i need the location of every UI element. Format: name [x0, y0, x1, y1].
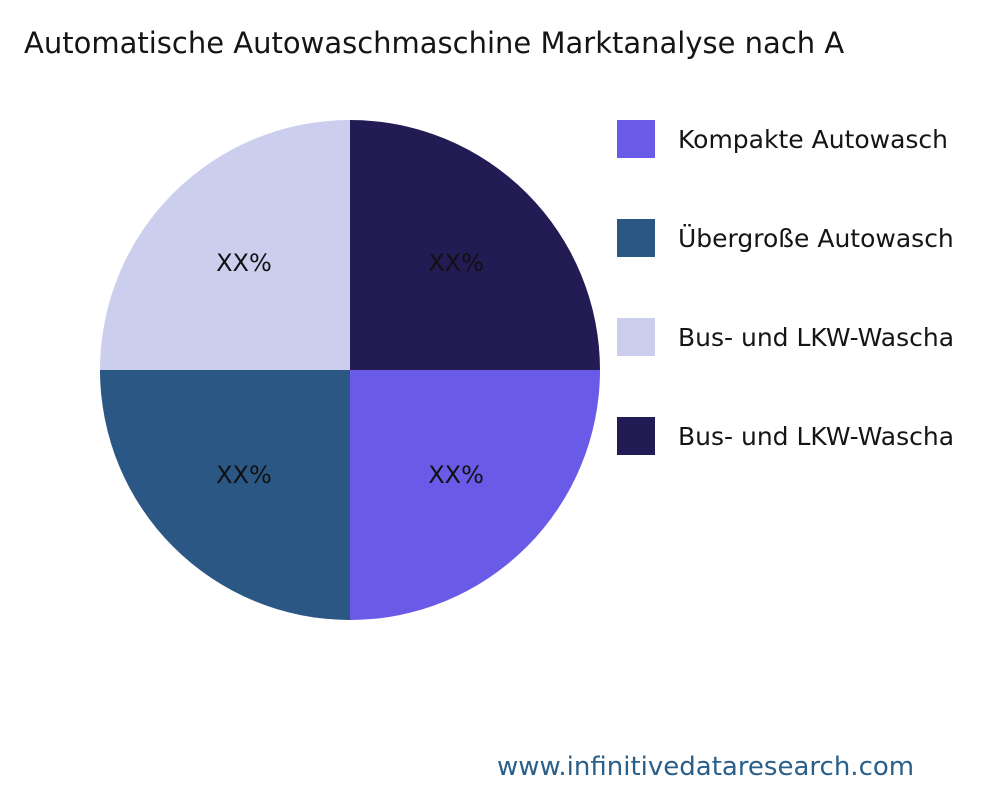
pie-chart: XX% XX% XX% XX% — [100, 120, 600, 620]
pie-slice — [100, 120, 350, 370]
watermark-url-link[interactable]: www.infinitivedataresearch.com — [497, 752, 915, 782]
legend-swatch-icon — [617, 417, 655, 455]
legend-swatch-icon — [617, 120, 655, 158]
legend-swatch-icon — [617, 219, 655, 257]
pie-slice — [100, 370, 350, 620]
legend-label: Bus- und LKW-Wascha — [678, 421, 955, 451]
legend-label: Bus- und LKW-Wascha — [678, 322, 955, 352]
slice-percent-label: XX% — [216, 249, 272, 277]
legend-item: Übergroße Autowasch — [617, 219, 954, 257]
legend-item: Bus- und LKW-Wascha — [617, 318, 954, 356]
pie-slice — [350, 120, 600, 370]
legend-label: Kompakte Autowasch — [678, 124, 949, 154]
legend-item: Bus- und LKW-Wascha — [617, 417, 954, 455]
chart-title: Automatische Autowaschmaschine Marktanal… — [24, 26, 845, 60]
legend-item: Kompakte Autowasch — [617, 120, 954, 158]
legend-label: Übergroße Autowasch — [678, 223, 954, 253]
slice-percent-label: XX% — [216, 461, 272, 489]
slice-percent-label: XX% — [428, 249, 484, 277]
pie-chart-area: XX% XX% XX% XX% — [100, 120, 600, 620]
legend: Kompakte Autowasch Übergroße Autowasch B… — [617, 120, 954, 516]
legend-swatch-icon — [617, 318, 655, 356]
slice-percent-label: XX% — [428, 461, 484, 489]
pie-slice — [350, 370, 600, 620]
